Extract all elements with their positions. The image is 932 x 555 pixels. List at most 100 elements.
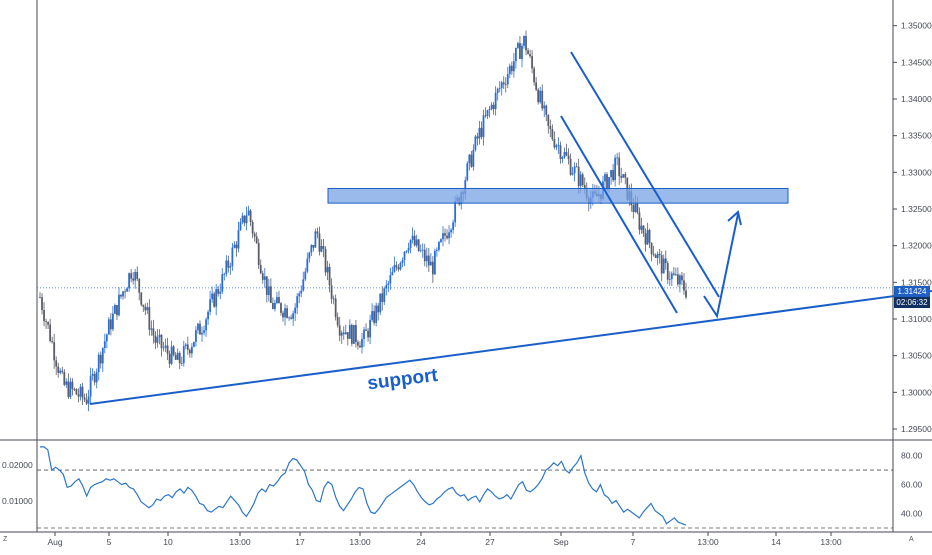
candle [69, 377, 72, 400]
candle [359, 341, 361, 348]
candle-body [529, 54, 531, 57]
drawing-layer[interactable]: support [89, 51, 932, 405]
candle-body [664, 258, 667, 264]
candle [91, 368, 94, 381]
candle-body [57, 366, 60, 373]
candle [77, 388, 80, 403]
candle-body [180, 363, 183, 364]
candle [365, 323, 367, 331]
candle [508, 63, 511, 79]
candle [371, 303, 374, 322]
channel-lower-line[interactable] [560, 115, 678, 314]
candle-body [284, 308, 286, 318]
candle-body [606, 174, 608, 190]
candle [676, 267, 679, 287]
candle-body [496, 88, 499, 93]
candle-body [563, 152, 566, 158]
candle [215, 283, 218, 316]
candle-body [49, 324, 52, 342]
candle [468, 153, 471, 171]
channel-upper-line[interactable] [570, 51, 720, 298]
candle-body [219, 291, 222, 294]
zoom-reset-button[interactable]: Z [3, 536, 8, 543]
support-trendline[interactable] [89, 290, 932, 405]
candle [466, 161, 469, 182]
resistance-zone[interactable] [327, 187, 789, 204]
candle-body [676, 274, 679, 285]
candle [575, 162, 578, 168]
projection-arrow[interactable] [703, 213, 739, 319]
candle [292, 310, 295, 326]
candle [679, 273, 681, 293]
candle-body [330, 285, 333, 299]
candle-body [559, 145, 562, 159]
candle-body [243, 215, 246, 224]
candle [114, 303, 116, 314]
candle [253, 231, 256, 242]
candle [478, 120, 481, 145]
last-price-tag: 1.31424 [894, 286, 930, 297]
candle [61, 366, 64, 375]
candle-body [152, 328, 155, 336]
candle [666, 260, 669, 285]
candle [413, 230, 416, 247]
candle [39, 292, 41, 299]
candle-body [77, 394, 80, 397]
candle-body [654, 255, 657, 258]
candle-body [464, 180, 467, 194]
candle-body [107, 319, 110, 335]
candle-body [116, 305, 118, 316]
candle [142, 304, 145, 312]
candle-body [235, 244, 238, 249]
candle [375, 302, 378, 327]
candle [193, 341, 195, 348]
candle-body [81, 386, 84, 398]
candle-body [312, 244, 315, 248]
candle [85, 393, 88, 405]
candle-body [274, 302, 276, 309]
candle-body [97, 354, 100, 372]
candle [79, 383, 82, 401]
candle-body [512, 61, 515, 72]
candle-body [241, 215, 244, 223]
candle-body [73, 388, 76, 390]
candle [290, 314, 293, 320]
candle [342, 326, 345, 340]
candle-body [176, 352, 179, 360]
candle [197, 322, 199, 334]
candle [551, 124, 554, 141]
candle [433, 248, 436, 275]
candle [225, 255, 228, 277]
candle-body [670, 273, 673, 280]
candle-body [500, 82, 503, 89]
candle [470, 151, 473, 168]
candle-body [205, 319, 207, 331]
candle-body [521, 45, 523, 59]
candle-body [65, 381, 68, 385]
candle [571, 166, 574, 176]
candle-body [401, 259, 404, 263]
time-tick-label: 13:00 [229, 537, 251, 547]
candle [105, 333, 108, 349]
candle [446, 229, 448, 240]
candle [89, 367, 92, 405]
auto-scale-button[interactable]: A [909, 536, 914, 543]
candle-body [101, 348, 104, 364]
candle-body [565, 152, 568, 156]
candle [498, 81, 501, 93]
candle-body [446, 235, 448, 239]
candle [421, 243, 424, 258]
candle [650, 242, 653, 262]
candle [221, 267, 224, 295]
candle-body [551, 129, 554, 139]
candle-body [436, 249, 438, 251]
candle-body [413, 235, 416, 246]
candle-body [188, 349, 191, 354]
candle-body [203, 330, 205, 333]
candle [389, 267, 392, 290]
candle [186, 336, 189, 355]
candle-body [510, 65, 513, 72]
candle-body [423, 249, 426, 262]
